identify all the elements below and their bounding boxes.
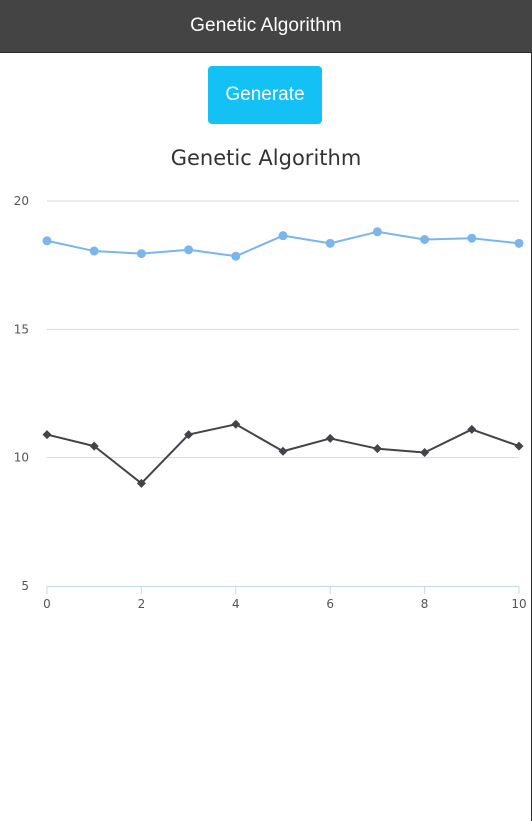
chart-container: Genetic Algorithm 5 10 15 20 0 2 4 6 8 10 — [0, 130, 532, 630]
series-2 — [42, 419, 524, 488]
y-tick-label: 20 — [14, 194, 29, 208]
x-tick-label: 0 — [43, 597, 51, 611]
data-point[interactable] — [467, 424, 477, 434]
data-point[interactable] — [514, 238, 524, 248]
data-point[interactable] — [372, 444, 382, 454]
data-point[interactable] — [278, 231, 288, 241]
chart-title: Genetic Algorithm — [171, 146, 362, 170]
data-point[interactable] — [231, 419, 241, 429]
data-point[interactable] — [136, 249, 146, 259]
line-chart: Genetic Algorithm 5 10 15 20 0 2 4 6 8 10 — [14, 146, 527, 611]
y-tick-label: 15 — [14, 322, 29, 336]
data-point[interactable] — [42, 236, 52, 246]
x-tick-label: 8 — [421, 597, 429, 611]
y-tick-label: 10 — [14, 451, 29, 465]
data-point[interactable] — [420, 235, 430, 244]
data-point[interactable] — [420, 448, 430, 458]
data-point[interactable] — [325, 433, 335, 443]
x-tick-label: 6 — [326, 597, 334, 611]
x-tick-label: 4 — [232, 597, 240, 611]
x-axis — [46, 586, 520, 594]
data-point[interactable] — [89, 246, 99, 256]
series-group — [42, 227, 524, 488]
header-title: Genetic Algorithm — [190, 15, 342, 36]
data-point[interactable] — [325, 238, 335, 248]
x-axis-labels: 0 2 4 6 8 10 — [43, 597, 526, 611]
app-header: Genetic Algorithm — [0, 0, 532, 53]
y-axis-labels: 5 10 15 20 — [14, 194, 29, 593]
data-point[interactable] — [372, 227, 382, 237]
data-point[interactable] — [184, 430, 194, 440]
x-tick-label: 2 — [138, 597, 146, 611]
y-tick-label: 5 — [21, 579, 29, 593]
data-point[interactable] — [514, 441, 524, 451]
data-point[interactable] — [42, 430, 52, 440]
data-point[interactable] — [467, 233, 477, 243]
data-point[interactable] — [278, 446, 288, 456]
data-point[interactable] — [136, 478, 146, 488]
data-point[interactable] — [89, 441, 99, 451]
x-tick-label: 10 — [511, 597, 526, 611]
data-point[interactable] — [231, 251, 241, 261]
series-1 — [42, 227, 524, 261]
generate-button[interactable]: Generate — [208, 66, 322, 124]
data-point[interactable] — [184, 245, 194, 255]
grid-lines — [47, 200, 519, 459]
